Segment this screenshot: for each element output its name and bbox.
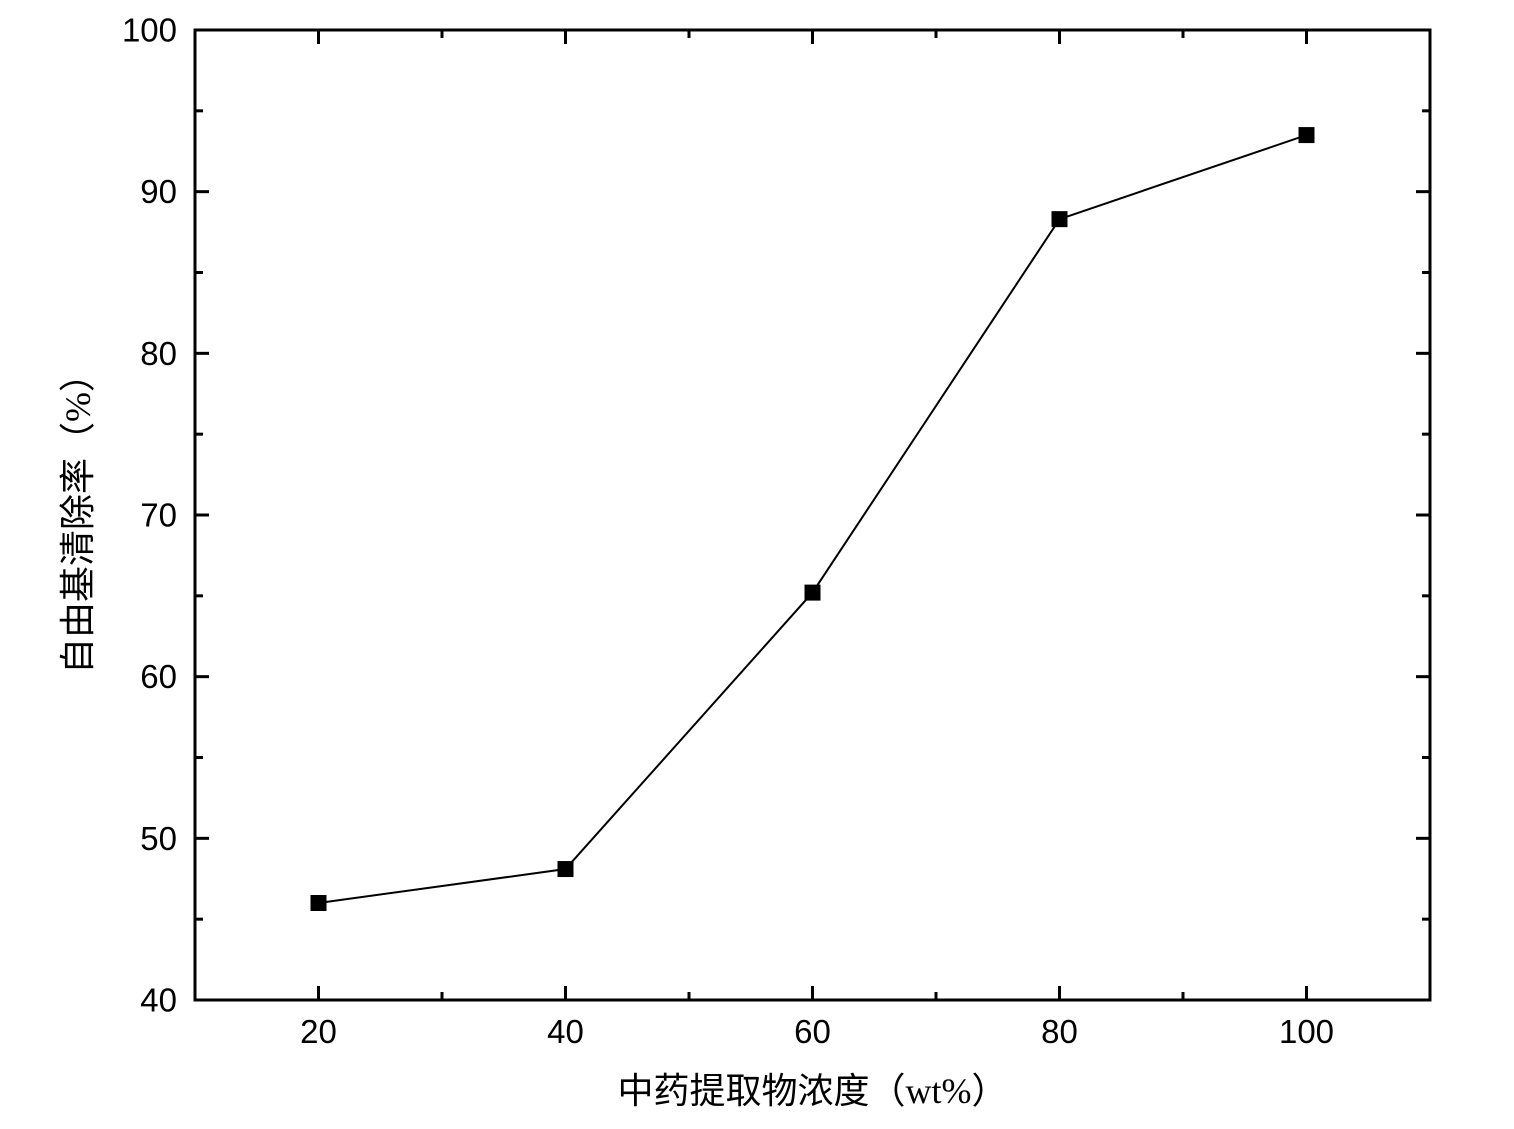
data-marker: [1052, 211, 1068, 227]
y-tick-label: 100: [122, 12, 177, 49]
x-tick-label: 60: [794, 1013, 831, 1050]
y-tick-label: 60: [140, 658, 177, 695]
y-tick-label: 40: [140, 982, 177, 1019]
line-chart: 20 40 60 80 100 40 50 60 70 80 90 100 自由基清除率（%） 中药提…: [0, 0, 1514, 1129]
x-tick-label: 100: [1279, 1013, 1334, 1050]
x-tick-label: 80: [1041, 1013, 1078, 1050]
y-axis-label: 自由基清除率（%）: [49, 356, 101, 674]
data-marker: [1299, 127, 1315, 143]
data-marker: [558, 861, 574, 877]
x-tick-label: 40: [547, 1013, 584, 1050]
y-tick-label: 80: [140, 335, 177, 372]
y-tick-label: 50: [140, 820, 177, 857]
x-axis-label: 中药提取物浓度（wt%）: [618, 1062, 1008, 1114]
data-marker: [805, 585, 821, 601]
x-tick-label: 20: [300, 1013, 337, 1050]
y-tick-label: 90: [140, 173, 177, 210]
data-marker: [311, 895, 327, 911]
chart-svg: 20 40 60 80 100 40 50 60 70 80 90 100: [0, 0, 1514, 1129]
y-tick-label: 70: [140, 497, 177, 534]
